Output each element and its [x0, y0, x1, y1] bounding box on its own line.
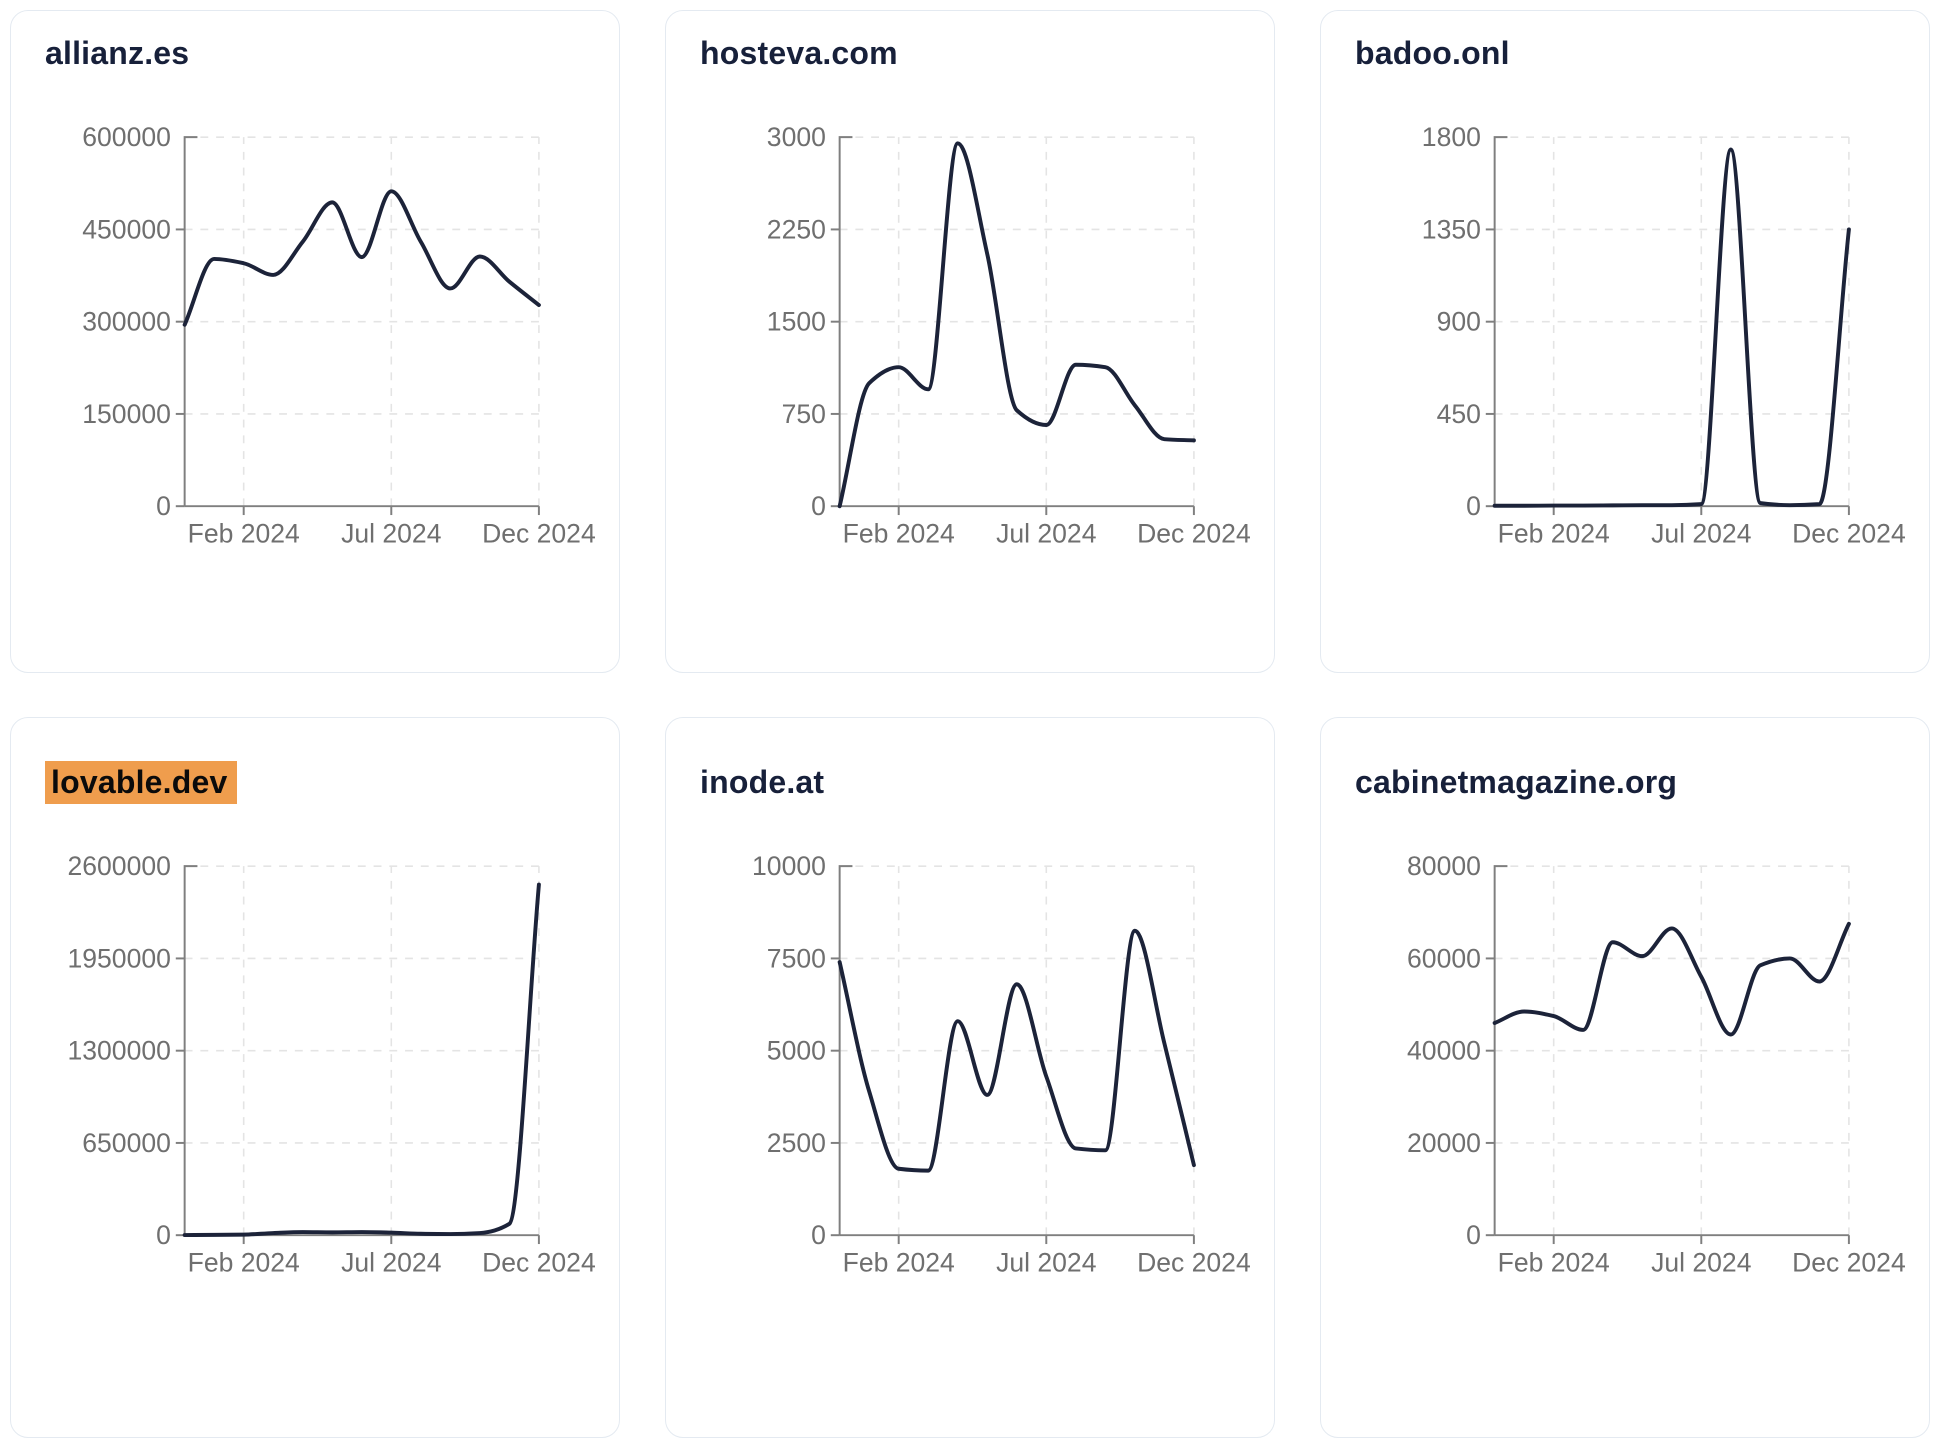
x-tick-label: Jul 2024 [996, 1247, 1096, 1277]
y-tick-label: 0 [1466, 1220, 1481, 1250]
y-tick-label: 0 [156, 1220, 171, 1250]
y-tick-label: 5000 [767, 1035, 826, 1065]
domain-name: allianz.es [45, 35, 190, 71]
x-tick-label: Feb 2024 [843, 1247, 955, 1277]
y-axis-line [838, 864, 853, 1235]
card-title: hosteva.com [700, 35, 1250, 72]
series-line [182, 882, 541, 1237]
series-line [1492, 147, 1851, 508]
line-chart: 0 2500 5000 7500 10000 Feb 2024 Jul 2024 Dec 20… [752, 851, 1251, 1278]
y-tick-label: 0 [811, 1220, 826, 1250]
y-tick-label: 900 [1437, 306, 1481, 336]
domain-name: badoo.onl [1355, 35, 1510, 71]
domain-name: lovable.dev [45, 761, 237, 804]
series-line [182, 189, 541, 327]
domain-chart-card[interactable]: inode.at 0 2500 5000 7500 10000 Feb 2024 Jul 2… [665, 717, 1275, 1438]
domain-name: hosteva.com [700, 35, 898, 71]
x-tick-label: Feb 2024 [188, 518, 300, 548]
x-tick-label: Jul 2024 [341, 518, 441, 548]
y-tick-label: 450000 [82, 214, 171, 244]
y-tick-label: 750 [782, 399, 826, 429]
y-axis-line [1493, 135, 1508, 506]
y-tick-label: 0 [1466, 491, 1481, 521]
series-line [837, 928, 1196, 1173]
y-tick-label: 650000 [82, 1128, 171, 1158]
y-axis-line [183, 864, 198, 1235]
x-tick-label: Dec 2024 [1792, 518, 1906, 548]
x-tick-label: Jul 2024 [341, 1247, 441, 1277]
x-tick-label: Jul 2024 [996, 518, 1096, 548]
x-tick-label: Dec 2024 [482, 1247, 596, 1277]
y-tick-label: 1500 [767, 306, 826, 336]
y-tick-label: 300000 [82, 306, 171, 336]
domain-chart-card[interactable]: lovable.dev 0 650000 1300000 1950000 2600000… [10, 717, 620, 1438]
y-tick-label: 1950000 [68, 943, 171, 973]
series-line [1492, 921, 1851, 1037]
y-tick-label: 2600000 [68, 851, 171, 881]
y-tick-label: 0 [811, 491, 826, 521]
x-tick-label: Dec 2024 [1792, 1247, 1906, 1277]
y-tick-label: 60000 [1407, 943, 1481, 973]
y-tick-label: 2500 [767, 1128, 826, 1158]
x-tick-label: Feb 2024 [1498, 518, 1610, 548]
series-line [837, 141, 1196, 508]
y-tick-label: 20000 [1407, 1128, 1481, 1158]
y-tick-label: 10000 [752, 851, 826, 881]
charts-grid: allianz.es 0 150000 300000 450000 600000 Feb … [10, 10, 1930, 1438]
domain-chart-card[interactable]: allianz.es 0 150000 300000 450000 600000 Feb … [10, 10, 620, 673]
y-tick-label: 7500 [767, 943, 826, 973]
x-tick-label: Feb 2024 [1498, 1247, 1610, 1277]
y-tick-label: 600000 [82, 122, 171, 152]
y-axis-line [183, 135, 198, 506]
card-title: lovable.dev [45, 761, 595, 804]
domain-chart-card[interactable]: hosteva.com 0 750 1500 2250 3000 Feb 2024 Jul … [665, 10, 1275, 673]
domain-name: inode.at [700, 764, 825, 800]
y-tick-label: 150000 [82, 399, 171, 429]
card-title: inode.at [700, 764, 1250, 801]
x-tick-label: Dec 2024 [482, 518, 596, 548]
x-tick-label: Jul 2024 [1651, 1247, 1751, 1277]
y-tick-label: 1300000 [68, 1035, 171, 1065]
line-chart: 0 150000 300000 450000 600000 Feb 2024 Jul 202… [82, 122, 596, 549]
domain-chart-card[interactable]: cabinetmagazine.org 0 20000 40000 60000 8000… [1320, 717, 1930, 1438]
y-tick-label: 450 [1437, 399, 1481, 429]
y-tick-label: 1800 [1422, 122, 1481, 152]
line-chart: 0 750 1500 2250 3000 Feb 2024 Jul 2024 Dec 2024 [767, 122, 1251, 549]
y-tick-label: 3000 [767, 122, 826, 152]
domain-chart-card[interactable]: badoo.onl 0 450 900 1350 1800 Feb 2024 Jul 202… [1320, 10, 1930, 673]
card-title: badoo.onl [1355, 35, 1905, 72]
y-axis-line [838, 135, 853, 506]
y-axis-line [1493, 864, 1508, 1235]
y-tick-label: 0 [156, 491, 171, 521]
line-chart: 0 650000 1300000 1950000 2600000 Feb 2024 Jul … [68, 851, 596, 1278]
x-tick-label: Dec 2024 [1137, 1247, 1251, 1277]
y-tick-label: 1350 [1422, 214, 1481, 244]
x-tick-label: Feb 2024 [188, 1247, 300, 1277]
domain-name: cabinetmagazine.org [1355, 764, 1678, 800]
x-tick-label: Dec 2024 [1137, 518, 1251, 548]
line-chart: 0 450 900 1350 1800 Feb 2024 Jul 2024 Dec 2024 [1422, 122, 1906, 549]
y-tick-label: 2250 [767, 214, 826, 244]
card-title: cabinetmagazine.org [1355, 764, 1905, 801]
line-chart: 0 20000 40000 60000 80000 Feb 2024 Jul 2024 Dec… [1407, 851, 1906, 1278]
card-title: allianz.es [45, 35, 595, 72]
y-tick-label: 80000 [1407, 851, 1481, 881]
x-tick-label: Feb 2024 [843, 518, 955, 548]
y-tick-label: 40000 [1407, 1035, 1481, 1065]
x-tick-label: Jul 2024 [1651, 518, 1751, 548]
